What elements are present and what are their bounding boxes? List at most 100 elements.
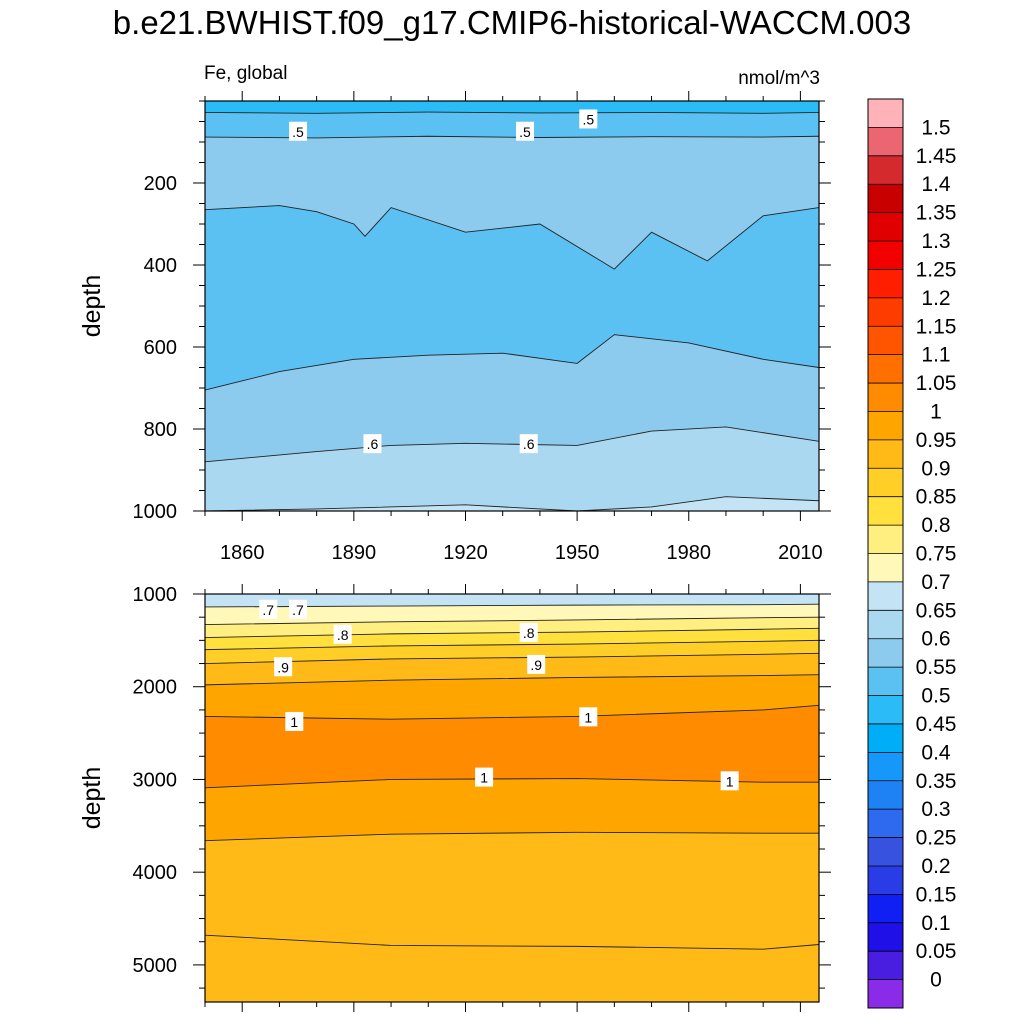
colorbar-label: 0 — [930, 969, 942, 992]
y-tick-label: 800 — [144, 419, 177, 441]
contour-label: .5 — [582, 111, 594, 127]
x-tick-label: 1920 — [443, 542, 488, 564]
contour-label-box — [285, 711, 304, 731]
contour-line — [205, 334, 819, 391]
contour-label: 1 — [480, 770, 488, 786]
contour-label: .8 — [337, 627, 349, 643]
contour-line — [205, 652, 819, 664]
colorbar-label: 0.6 — [921, 628, 950, 651]
colorbar-label: 0.15 — [916, 883, 957, 906]
colorbar-swatch — [868, 979, 903, 1009]
contour-label: .8 — [523, 625, 535, 641]
contour-label-box — [519, 622, 538, 642]
colorbar-label: 1.1 — [921, 344, 950, 367]
colorbar-swatch — [868, 241, 903, 270]
contour-label: .5 — [519, 124, 531, 140]
contour-label: 1 — [290, 714, 298, 730]
colorbar: 1.5 1.45 1.4 1.35 1.3 1.25 1.2 1.15 1.1 1.05 1 0.95… — [867, 98, 957, 1009]
colorbar-label: 1.15 — [916, 315, 957, 338]
x-tick-label: 1980 — [667, 542, 712, 564]
contour-line — [205, 704, 819, 720]
colorbar-label: 1.4 — [921, 173, 951, 196]
contour-label: .7 — [262, 602, 274, 618]
y-axis-title: depth — [78, 275, 106, 338]
y-axis-title: depth — [78, 767, 106, 830]
contour-field: .5 .5 .5 .6 .6 — [205, 101, 819, 511]
contour-label-box — [516, 121, 535, 141]
colorbar-label: 1 — [930, 400, 942, 423]
colorbar-label: 0.5 — [921, 685, 950, 708]
colorbar-label: 0.65 — [916, 599, 957, 622]
y-tick-label: 600 — [144, 337, 177, 359]
y-tick-label: 2000 — [133, 677, 178, 699]
contour-label: .6 — [523, 436, 535, 452]
x-tick-label: 2010 — [778, 542, 823, 564]
colorbar-swatch — [868, 525, 903, 554]
colorbar-label: 0.35 — [916, 770, 957, 793]
contour-band — [205, 426, 819, 511]
contour-line — [205, 111, 819, 114]
contour-label-box — [720, 771, 739, 791]
colorbar-swatch — [868, 780, 903, 810]
colorbar-label: 0.55 — [916, 656, 957, 679]
variable-subtitle: Fe, global — [204, 63, 288, 84]
contour-line — [205, 135, 819, 139]
colorbar-swatch — [868, 326, 903, 355]
x-tick-label: 1890 — [332, 542, 377, 564]
contour-band — [205, 496, 819, 511]
plot-frame — [204, 593, 820, 1003]
colorbar-swatch — [868, 922, 903, 952]
colorbar-swatch — [868, 496, 903, 526]
y-tick-label: 400 — [144, 255, 177, 277]
contour-band — [205, 935, 819, 1002]
y-tick-label: 200 — [144, 173, 177, 195]
y-tick-label: 4000 — [133, 862, 178, 884]
contour-line — [205, 603, 819, 608]
contour-label: .9 — [530, 657, 542, 673]
colorbar-label: 1.2 — [921, 287, 950, 310]
colorbar-swatch — [868, 951, 903, 980]
contour-line — [205, 616, 819, 626]
contour-line — [205, 778, 819, 789]
contour-label: .5 — [292, 124, 304, 140]
colorbar-swatch — [868, 269, 903, 299]
colorbar-label: 0.4 — [921, 741, 951, 764]
contour-line — [205, 496, 819, 511]
contour-line — [205, 934, 819, 950]
colorbar-swatch — [868, 695, 903, 725]
contour-label: .7 — [292, 602, 304, 618]
contour-label: .6 — [367, 436, 379, 452]
colorbar-label: 0.75 — [916, 543, 957, 566]
colorbar-swatch — [868, 468, 903, 497]
x-tick-label: 1860 — [220, 542, 265, 564]
contour-line — [205, 674, 819, 686]
colorbar-swatch — [868, 581, 903, 611]
colorbar-label: 1.05 — [916, 372, 957, 395]
colorbar-swatch — [868, 155, 903, 185]
colorbar-label: 1.3 — [921, 230, 950, 253]
contour-label-box — [579, 109, 598, 129]
contour-label: 1 — [726, 773, 734, 789]
colorbar-swatch — [868, 553, 903, 583]
contour-line — [205, 639, 819, 651]
contour-label: .9 — [277, 659, 289, 675]
colorbar-label: 0.95 — [916, 429, 957, 452]
colorbar-label: 0.3 — [921, 798, 950, 821]
y-tick-label: 1000 — [133, 501, 178, 523]
upper-contour-panel: .5 .5 .5 .6 .6 1860 1890 1920 1950 1980 2010 200 400… — [78, 91, 831, 564]
contour-label-box — [579, 707, 598, 727]
colorbar-swatch — [868, 667, 903, 696]
y-tick-label: 1000 — [133, 584, 178, 606]
colorbar-swatch — [868, 723, 903, 753]
contour-label-box — [274, 657, 293, 677]
contour-line — [205, 831, 819, 842]
colorbar-label: 1.35 — [916, 202, 957, 225]
colorbar-swatch — [868, 638, 903, 668]
colorbar-swatch — [868, 865, 903, 895]
contour-line — [205, 205, 819, 270]
colorbar-label: 0.8 — [921, 514, 950, 537]
colorbar-swatch — [868, 127, 903, 157]
colorbar-label: 0.1 — [921, 912, 950, 935]
colorbar-swatch — [868, 809, 903, 838]
